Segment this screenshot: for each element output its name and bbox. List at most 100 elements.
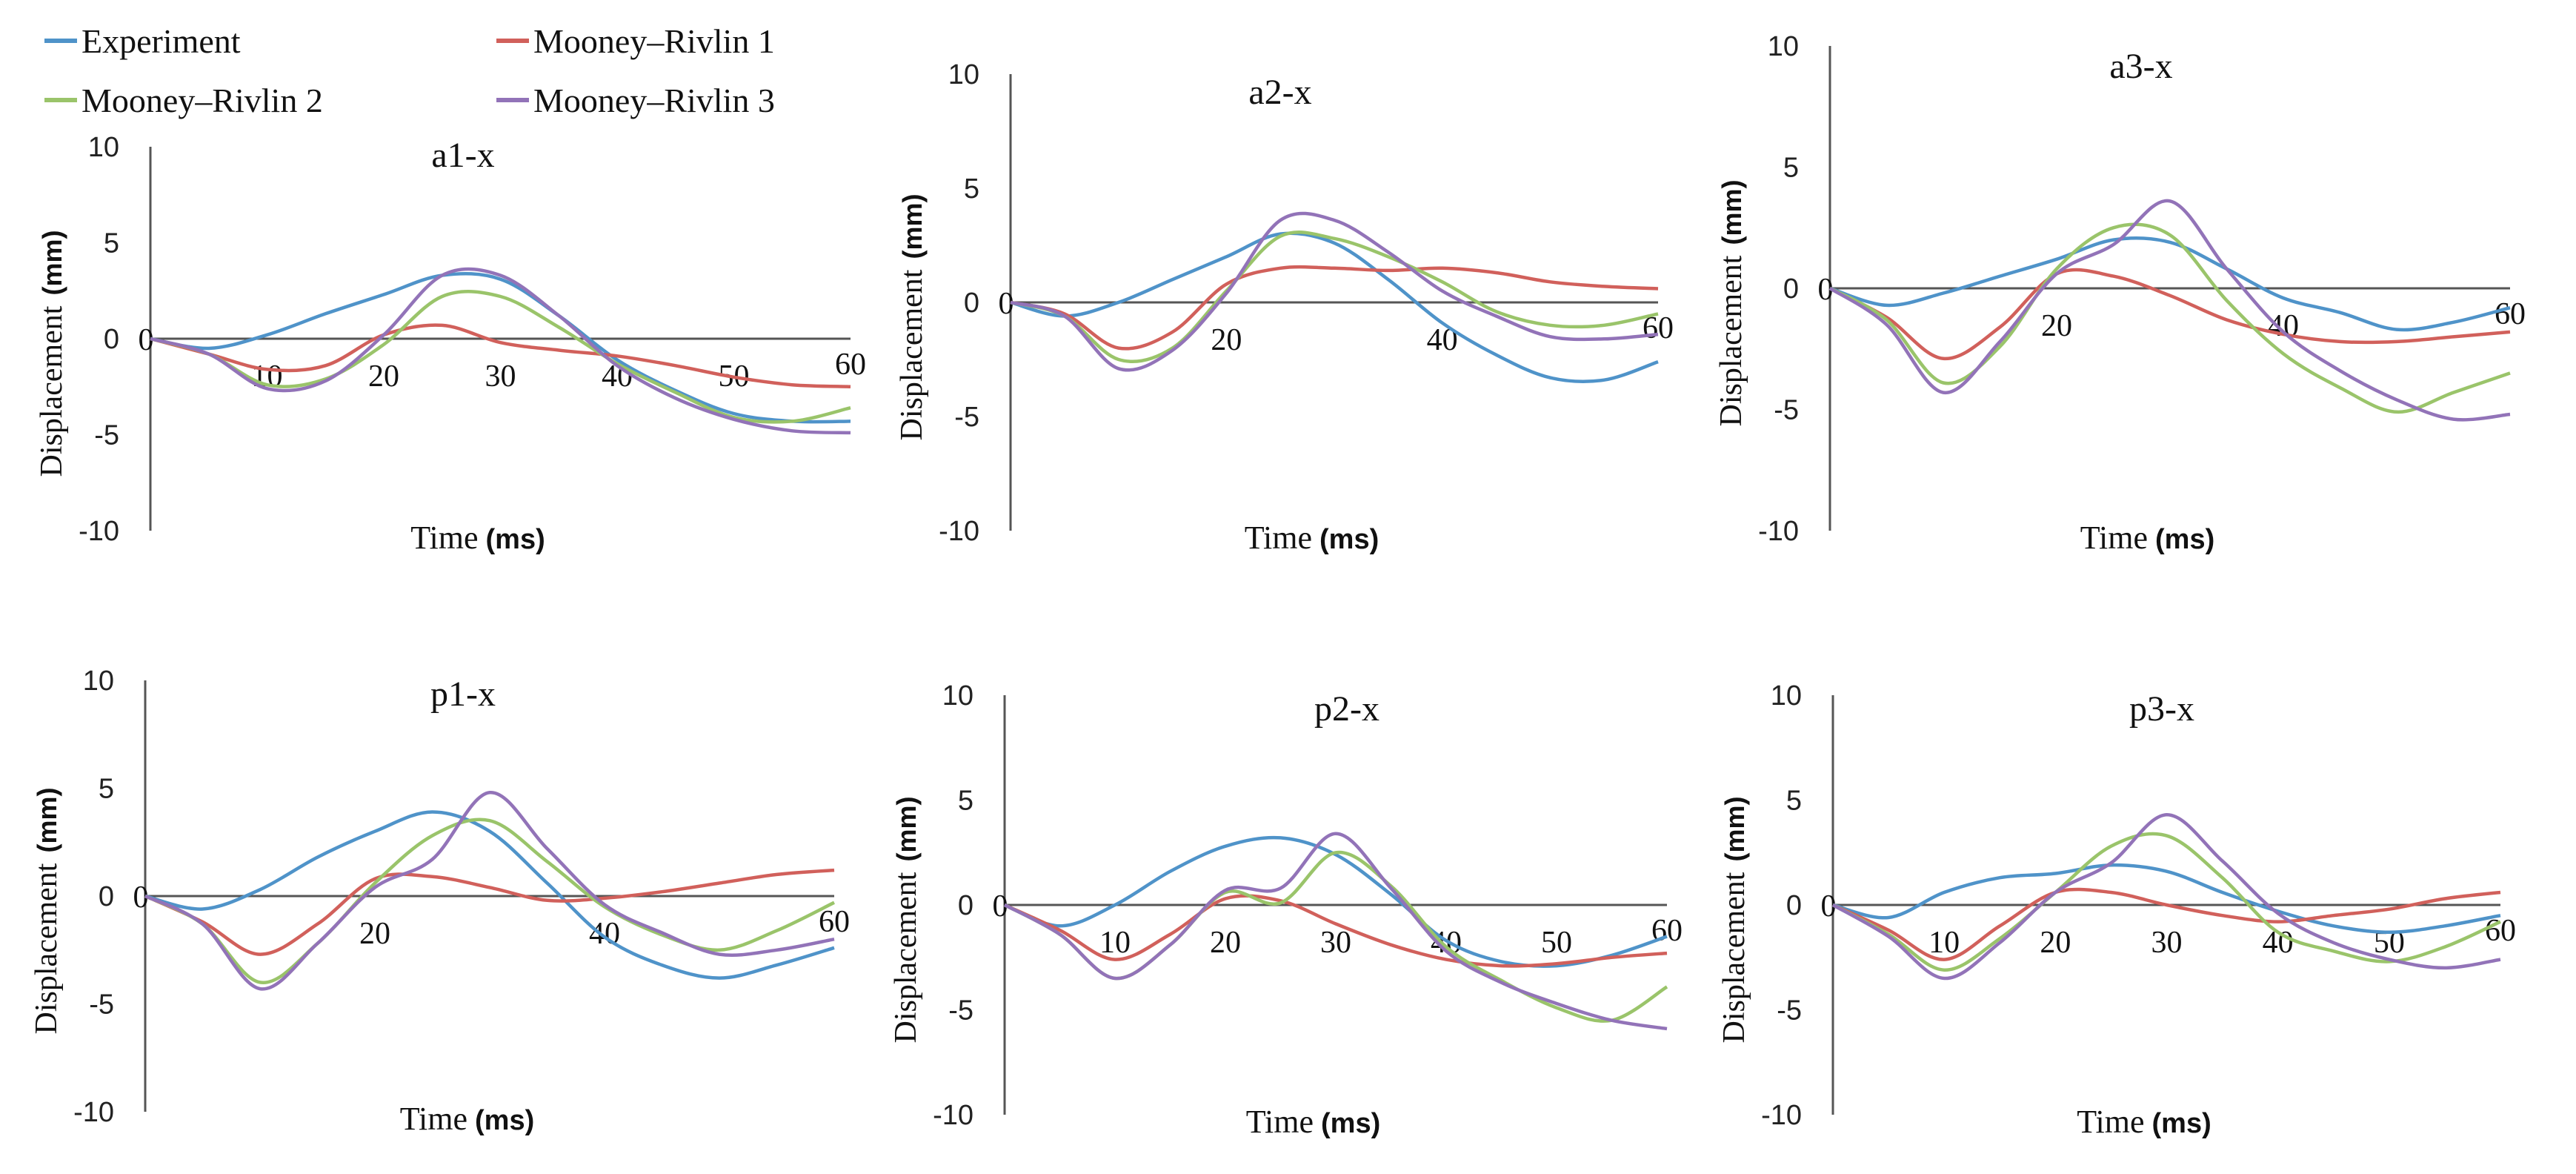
x-axis-unit: (ms)	[1321, 1108, 1380, 1139]
series-line-mooney-rivlin-2	[150, 290, 851, 424]
series-line-mooney-rivlin-1	[1004, 894, 1668, 968]
chart-title: a3-x	[2109, 47, 2172, 86]
x-axis-label: Time	[2080, 520, 2148, 556]
x-axis-label: Time	[2077, 1104, 2144, 1140]
series-line-experiment	[144, 810, 835, 980]
y-tick-label: -10	[1761, 1100, 1802, 1131]
x-tick-label: 0	[139, 323, 154, 357]
series-line-mooney-rivlin-3	[1831, 813, 2501, 981]
y-axis-label-text: Displacement	[35, 305, 69, 477]
legend-label: Experiment	[81, 22, 241, 60]
y-axis-unit: (mm)	[37, 231, 67, 296]
x-tick-label: 60	[2495, 297, 2526, 331]
legend-item-experiment: Experiment	[44, 22, 241, 60]
x-axis-unit: (ms)	[2152, 1108, 2211, 1139]
x-tick-label: 60	[1651, 914, 1683, 948]
x-axis-unit: (ms)	[475, 1105, 534, 1136]
series-line-mooney-rivlin-2	[1831, 832, 2501, 972]
x-axis-label: Time	[400, 1101, 467, 1137]
y-axis-unit: (mm)	[897, 194, 928, 259]
y-tick-label: 10	[948, 59, 979, 90]
y-axis-label-text: Displacement	[30, 863, 64, 1034]
series-line-experiment	[1010, 231, 1659, 384]
chart-a3-x: 10 5 0 -5 -10 0 20 40 60 a3-x Time (ms) Displacement…	[1714, 31, 2526, 556]
x-axis-label: Time	[410, 520, 478, 556]
y-axis-label-text: Displacement	[895, 269, 929, 440]
y-tick-label: -5	[1777, 995, 1802, 1027]
y-tick-label: 0	[964, 288, 979, 319]
y-tick-label: 0	[1786, 890, 1802, 921]
series-line-experiment	[1829, 236, 2511, 332]
x-tick-label: 10	[1928, 926, 1960, 960]
y-tick-label: -10	[79, 516, 119, 547]
y-axis-label-text: Displacement	[1714, 255, 1748, 426]
x-tick-label: 20	[368, 359, 399, 394]
chart-title: p3-x	[2129, 689, 2194, 729]
series-line-mooney-rivlin-1	[144, 868, 835, 956]
legend-item-mooney-rivlin-2: Mooney–Rivlin 2	[44, 82, 323, 119]
series-line-mooney-rivlin-1	[150, 323, 851, 389]
series-line-mooney-rivlin-1	[1010, 265, 1659, 351]
y-tick-label: -10	[1758, 516, 1799, 547]
x-tick-label: 20	[1210, 926, 1241, 960]
x-axis-unit: (ms)	[1319, 524, 1379, 555]
x-tick-label: 20	[1211, 323, 1242, 357]
y-tick-label: -5	[948, 995, 974, 1027]
y-axis-label-text: Displacement	[889, 872, 923, 1043]
chart-title: a2-x	[1248, 73, 1311, 112]
y-axis-unit: (mm)	[1720, 797, 1750, 862]
series-line-experiment	[150, 272, 851, 424]
x-tick-label: 30	[2151, 926, 2183, 960]
y-tick-label: 0	[958, 890, 974, 921]
x-tick-label: 0	[999, 287, 1014, 321]
x-tick-label: 20	[2041, 309, 2072, 343]
y-tick-label: -10	[939, 516, 979, 547]
x-tick-label: 60	[819, 905, 850, 939]
x-axis-label: Time	[1246, 1104, 1314, 1140]
x-tick-label: 10	[1099, 926, 1131, 960]
y-tick-label: 0	[99, 881, 114, 912]
series-line-mooney-rivlin-3	[144, 791, 835, 991]
x-tick-label: 60	[835, 348, 866, 382]
x-tick-label: 30	[485, 359, 516, 394]
x-tick-label: 0	[1818, 273, 1834, 307]
legend-label: Mooney–Rivlin 2	[81, 82, 323, 119]
y-tick-label: 5	[964, 173, 979, 205]
series-line-experiment	[1832, 863, 2501, 935]
legend: Experiment Mooney–Rivlin 1 Mooney–Rivlin 2…	[44, 22, 775, 119]
legend-label: Mooney–Rivlin 3	[533, 82, 775, 119]
chart-title: a1-x	[431, 136, 494, 175]
chart-title: p2-x	[1314, 689, 1379, 729]
y-tick-label: 10	[942, 680, 974, 712]
y-tick-label: 5	[104, 228, 119, 259]
series-line-mooney-rivlin-2	[1010, 230, 1659, 363]
x-tick-label: 40	[2268, 309, 2299, 343]
y-axis-label-text: Displacement	[1717, 872, 1751, 1043]
y-axis-label: Displacement (mm)	[1714, 180, 1748, 427]
chart-title: p1-x	[430, 674, 496, 714]
series-line-experiment	[1004, 835, 1668, 968]
series-line-mooney-rivlin-1	[1828, 268, 2511, 361]
y-axis-label: Displacement (mm)	[35, 231, 69, 477]
x-tick-label: 50	[1541, 926, 1572, 960]
y-tick-label: 10	[88, 132, 119, 163]
series-line-mooney-rivlin-2	[1828, 222, 2511, 414]
y-tick-label: 0	[1783, 273, 1799, 305]
y-axis-unit: (mm)	[32, 788, 62, 853]
x-tick-label: 0	[993, 889, 1008, 923]
series-line-mooney-rivlin-3	[1828, 199, 2511, 422]
y-axis-unit: (mm)	[1717, 180, 1747, 245]
x-axis-unit: (ms)	[486, 524, 545, 555]
y-tick-label: -5	[89, 989, 114, 1021]
y-tick-label: 5	[1786, 786, 1802, 817]
x-tick-label: 0	[1821, 889, 1837, 923]
x-tick-label: 20	[2040, 926, 2071, 960]
y-tick-label: -5	[1774, 395, 1799, 426]
x-tick-label: 30	[1320, 926, 1351, 960]
y-axis-label: Displacement (mm)	[30, 788, 64, 1035]
y-tick-label: 10	[83, 666, 114, 697]
